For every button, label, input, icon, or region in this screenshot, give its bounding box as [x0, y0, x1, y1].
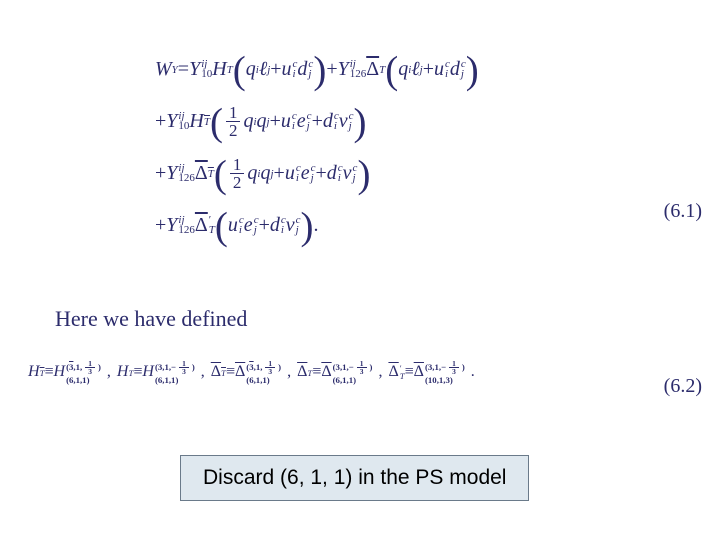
- equation-6-1: WY = Yij10 HT (qiℓj + ucidcj) + Yij126 Δ…: [155, 50, 575, 258]
- def-term-2: HT ≡ H(3,1,−13)(6,1,1): [117, 360, 195, 384]
- equation-number-6-2: (6.2): [664, 375, 702, 398]
- equation-6-2: HT ≡ H(3,1,13)(6,1,1) , HT ≡ H(3,1,−13)(…: [28, 360, 648, 384]
- def-term-3: ΔT ≡ Δ(3,1,13)(6,1,1): [211, 360, 281, 384]
- eq-row-3: + Yij126 ΔT (12qiqj + uciecj + dciνcj): [155, 154, 575, 192]
- eq-row-2: + Yij10 HT (12qiqj + uciecj + dciνcj): [155, 102, 575, 140]
- def-term-4: ΔT ≡ Δ(3,1,−13)(6,1,1): [297, 360, 372, 384]
- eq-row-1: WY = Yij10 HT (qiℓj + ucidcj) + Yij126 Δ…: [155, 50, 575, 88]
- equation-number-6-1: (6.1): [664, 200, 702, 223]
- intermediate-text: Here we have defined: [55, 306, 247, 332]
- def-term-1: HT ≡ H(3,1,13)(6,1,1): [28, 360, 101, 384]
- eq-row-4: + Yij126 Δ′T (uciecj + dciνcj) .: [155, 206, 575, 244]
- discard-callout: Discard (6, 1, 1) in the PS model: [180, 455, 529, 501]
- def-term-5: Δ′T ≡ Δ(3,1,−13)(10,1,3): [388, 360, 464, 384]
